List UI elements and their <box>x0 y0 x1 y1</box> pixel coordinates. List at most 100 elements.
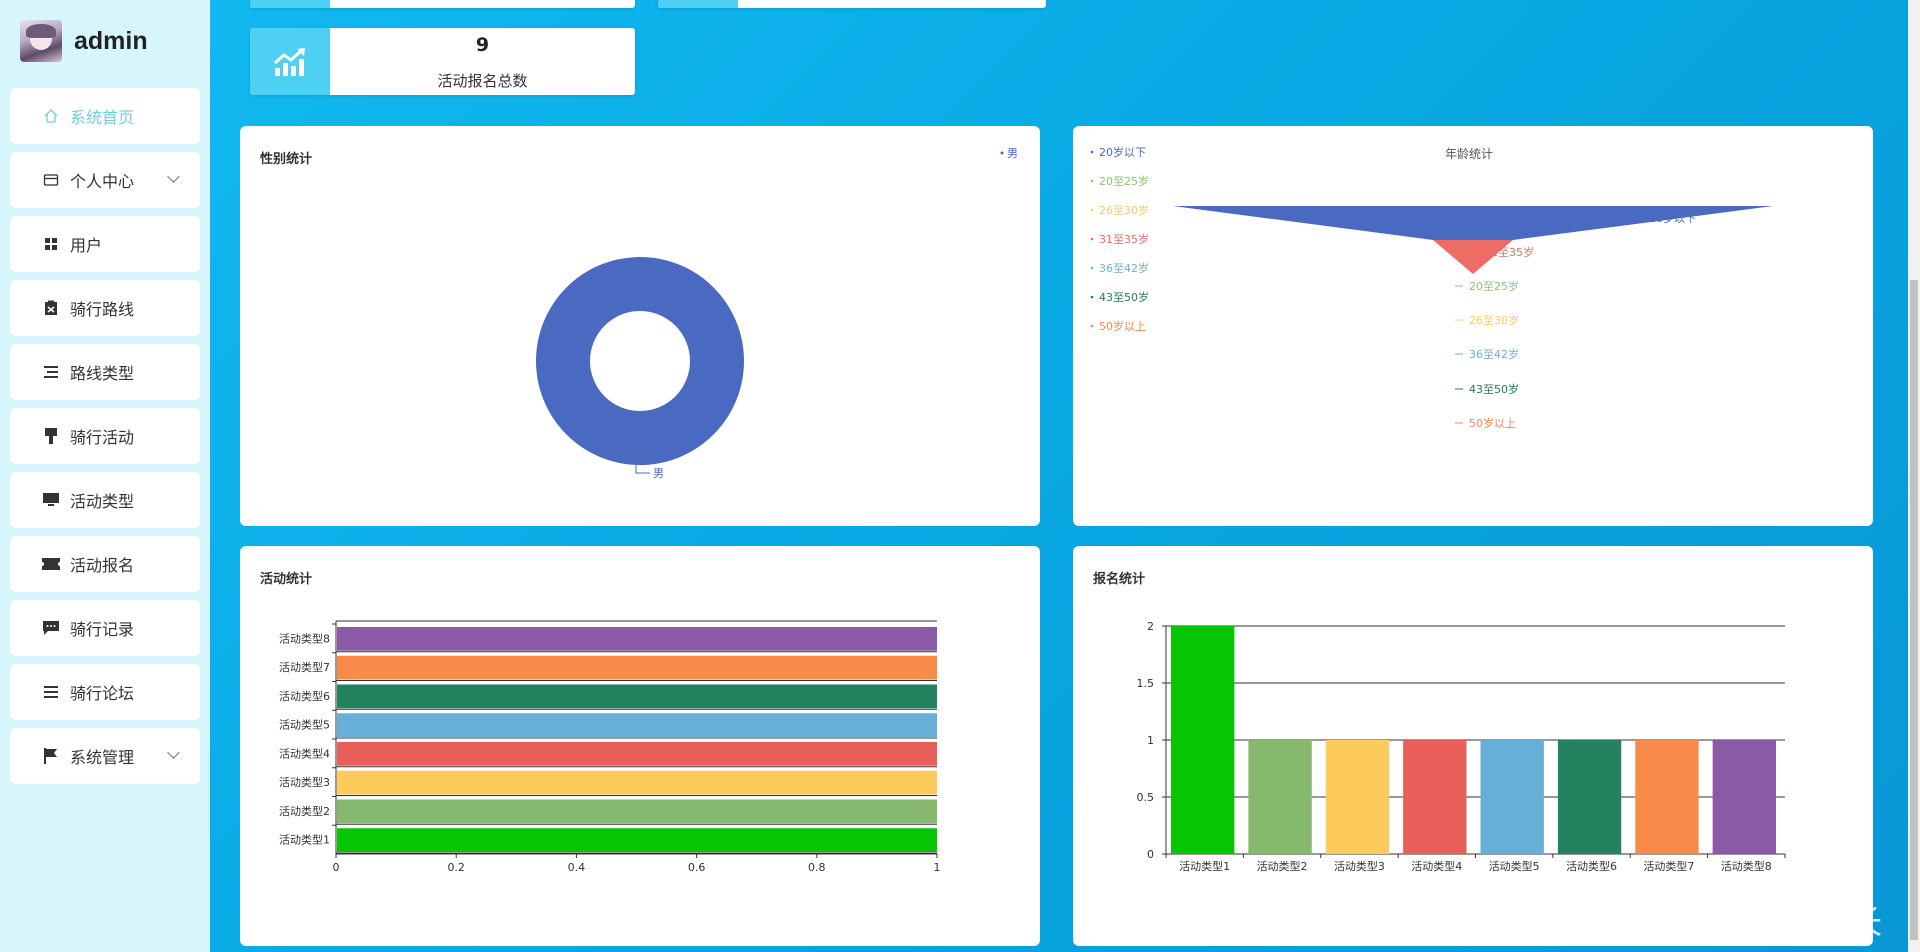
scrollbar-thumb[interactable] <box>1910 280 1918 940</box>
bar-2 <box>1248 740 1312 854</box>
x-tick-label: 0.6 <box>688 861 706 874</box>
y-tick-label: 2 <box>1147 620 1154 633</box>
main-area: 9 活动报名总数 性别统计 男 男 年龄统计 20岁以下 20至25岁 26至30岁… <box>210 0 1910 952</box>
sidebar-item-label: 骑行路线 <box>70 300 135 319</box>
avatar[interactable] <box>20 20 62 62</box>
bar-4 <box>337 742 937 766</box>
legend-marker <box>1090 324 1094 328</box>
y-tick-label: 0 <box>1147 848 1154 861</box>
funnel-label: 31至35岁 <box>1484 245 1534 259</box>
list-icon <box>42 363 60 381</box>
gender-pie-chart: 男 男 <box>536 147 1019 480</box>
sidebar-item-label: 路线类型 <box>70 364 135 383</box>
y-tick-label: 活动类型1 <box>279 833 330 847</box>
x-tick-label: 活动类型7 <box>1643 859 1694 873</box>
y-tick-label: 1.5 <box>1137 677 1155 690</box>
signup-bar-chart: 0 0.5 1 1.5 2 活动类型1 活动类型2 活动类型3 活动类型4 活动类型5 活动类型6 活… <box>1137 620 1786 873</box>
y-tick-label: 活动类型2 <box>279 804 330 818</box>
stat-card-top-right <box>658 0 1046 8</box>
bar-7 <box>337 655 937 680</box>
lines-icon <box>42 683 60 701</box>
legend-marker <box>1090 150 1094 154</box>
bar-6 <box>1557 740 1622 854</box>
sidebar-item-8[interactable]: 活动报名 <box>10 536 200 592</box>
x-tick-label: 活动类型3 <box>1334 859 1385 873</box>
sidebar-item-label: 系统首页 <box>70 108 135 127</box>
slice-label-line <box>635 462 650 474</box>
slice-label: 男 <box>653 467 664 480</box>
sidebar-item-4[interactable]: 骑行路线 <box>10 280 200 336</box>
sidebar-item-7[interactable]: 活动类型 <box>10 472 200 528</box>
bar-1 <box>337 828 937 852</box>
sidebar-item-label: 系统管理 <box>70 748 135 767</box>
stat-icon-box <box>658 0 738 8</box>
y-tick-label: 活动类型5 <box>279 718 330 732</box>
activity-bar-chart: 活动类型1 活动类型2 活动类型3 活动类型4 活动类型5 活动类型6 活动类型7 活动类型8… <box>279 620 941 874</box>
page-scrollbar[interactable] <box>1908 0 1920 952</box>
signup-chart-panel: 报名统计 0 0.5 1 1.5 2 活动类型1 活动类型2 活动类型3 活动类型4 活动类型5 活… <box>1073 546 1873 946</box>
x-tick-label: 活动类型1 <box>1179 859 1230 873</box>
y-tick-label: 活动类型4 <box>279 746 330 760</box>
legend-marker <box>1090 208 1094 212</box>
y-tick-label: 活动类型6 <box>279 689 330 703</box>
chevron-down-icon <box>167 170 180 183</box>
sidebar-item-3[interactable]: 用户 <box>10 216 200 272</box>
sidebar-item-label: 活动报名 <box>70 556 135 575</box>
gender-legend[interactable]: 男 <box>1000 147 1019 160</box>
funnel-label: 36至42岁 <box>1469 347 1519 361</box>
legend-label: 26至30岁 <box>1099 203 1149 217</box>
legend-label: 43至50岁 <box>1099 290 1149 304</box>
funnel-segment-4 <box>1433 240 1513 274</box>
pie-slice-male <box>536 257 744 465</box>
bar-3 <box>1325 740 1390 854</box>
x-tick-label: 活动类型6 <box>1566 859 1617 873</box>
legend-marker <box>1090 179 1094 183</box>
sidebar-item-label: 用户 <box>70 236 103 255</box>
sidebar-item-6[interactable]: 骑行活动 <box>10 408 200 464</box>
x-tick-label: 0.8 <box>808 861 826 874</box>
card-icon <box>42 171 60 189</box>
x-tick-label: 0 <box>333 861 340 874</box>
legend-marker <box>1090 295 1094 299</box>
watermark: CSDN @计算机程序猿学长 <box>1474 903 1883 942</box>
bar-3 <box>337 770 937 795</box>
age-funnel-chart: 年龄统计 20岁以下 20至25岁 26至30岁 31至35岁 36至42岁 43至50岁… <box>1090 145 1773 430</box>
sidebar-item-5[interactable]: 路线类型 <box>10 344 200 400</box>
sidebar-item-11[interactable]: 系统管理 <box>10 728 200 784</box>
y-tick-label: 0.5 <box>1137 791 1155 804</box>
sidebar-item-label: 个人中心 <box>70 172 135 191</box>
bar-2 <box>337 799 937 824</box>
y-tick-label: 活动类型3 <box>279 775 330 789</box>
x-tick-label: 1 <box>934 861 941 874</box>
x-tick-label: 活动类型4 <box>1411 859 1462 873</box>
bar-5 <box>1480 740 1544 854</box>
legend-label: 20至25岁 <box>1099 174 1149 188</box>
bar-7 <box>1635 740 1699 854</box>
sidebar-item-label: 骑行活动 <box>70 428 135 447</box>
activity-chart-title: 活动统计 <box>260 572 313 587</box>
activity-chart-panel: 活动统计 活动类型1 活动类型2 活动类型3 活动类型4 活动类型5 活动类型6 活动类型7… <box>240 546 1040 946</box>
age-chart-panel: 年龄统计 20岁以下 20至25岁 26至30岁 31至35岁 36至42岁 43至50岁… <box>1073 126 1873 526</box>
chevron-down-icon <box>167 746 180 759</box>
gender-chart-panel: 性别统计 男 男 <box>240 126 1040 526</box>
x-tick-label: 活动类型5 <box>1489 859 1540 873</box>
sidebar-item-1[interactable]: 系统首页 <box>10 88 200 144</box>
clipboard-icon <box>42 299 60 317</box>
bar-6 <box>337 684 937 709</box>
funnel-label: 26至30岁 <box>1469 313 1519 327</box>
bar-1 <box>1171 626 1235 854</box>
legend-label: 男 <box>1007 147 1018 160</box>
x-tick-label: 活动类型2 <box>1257 859 1308 873</box>
sidebar-item-9[interactable]: 骑行记录 <box>10 600 200 656</box>
stat-icon-box <box>250 28 330 95</box>
ticket-icon <box>42 555 60 573</box>
brush-icon <box>42 427 60 445</box>
funnel-label: 50岁以上 <box>1469 416 1516 430</box>
flag-icon <box>42 747 60 765</box>
age-chart-title: 年龄统计 <box>1445 147 1493 161</box>
sidebar-item-2[interactable]: 个人中心 <box>10 152 200 208</box>
sidebar-item-10[interactable]: 骑行论坛 <box>10 664 200 720</box>
stat-label: 活动报名总数 <box>437 72 528 90</box>
stat-card-signup-total: 9 活动报名总数 <box>250 28 635 95</box>
home-icon <box>42 107 60 125</box>
